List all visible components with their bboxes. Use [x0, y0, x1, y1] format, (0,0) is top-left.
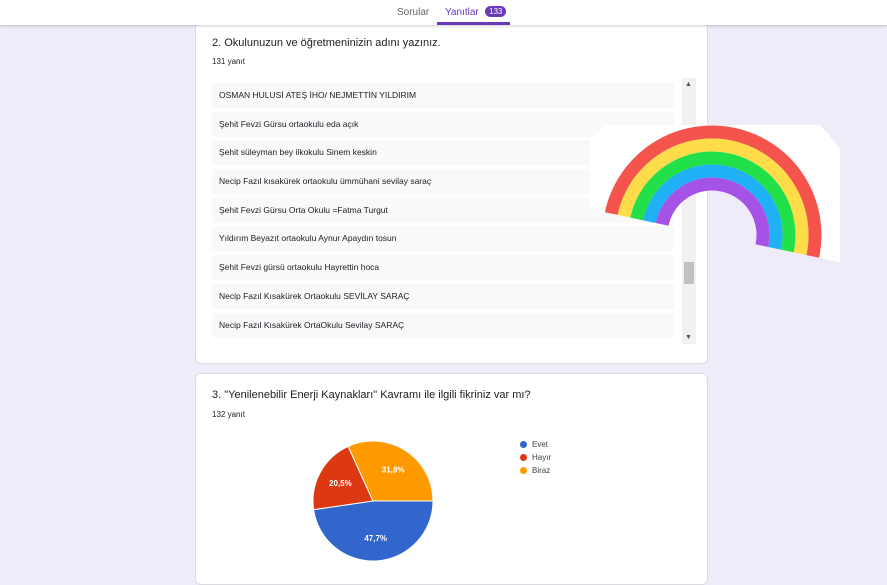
question-title: 2. Okulunuzun ve öğretmeninizin adını ya…	[212, 37, 441, 49]
pie-slice-hayır[interactable]	[312, 445, 374, 511]
top-tabs: Sorular Yanıtlar 133	[0, 0, 887, 25]
legend-item: Evet	[520, 438, 551, 451]
chart-legend: Evet Hayır Biraz	[520, 438, 551, 477]
legend-item: Biraz	[520, 464, 551, 477]
active-tab-indicator	[437, 22, 510, 25]
pie-slice-evet[interactable]	[313, 500, 434, 562]
pie-label: 20,5%	[329, 479, 352, 488]
response-count: 131 yanıt	[212, 57, 245, 66]
answer-item: Necip Fazıl Kısakürek OrtaOkulu Sevilay …	[212, 312, 674, 338]
tab-responses[interactable]: Yanıtlar	[445, 7, 479, 18]
answer-item: Necip Fazıl Kısakürek Ortaokulu SEVİLAY …	[212, 283, 674, 309]
response-count-badge: 133	[485, 6, 507, 17]
legend-label: Hayır	[532, 453, 552, 462]
legend-dot-icon	[520, 454, 527, 461]
question-title: 3. "Yenilenebilir Enerji Kaynakları" Kav…	[212, 389, 531, 401]
pie-label: 31,8%	[382, 466, 405, 475]
answer-item: OSMAN HULUSİ ATEŞ İHO/ NEJMETTİN YILDIRI…	[212, 83, 674, 108]
legend-label: Evet	[532, 440, 549, 449]
question-card-3: 3. "Yenilenebilir Enerji Kaynakları" Kav…	[195, 373, 708, 585]
answer-item: Yıldırım Beyazıt ortaokulu Aynur Apaydın…	[212, 226, 674, 252]
legend-dot-icon	[520, 441, 527, 448]
legend-item: Hayır	[520, 451, 551, 464]
scrollbar-thumb[interactable]	[684, 262, 694, 284]
legend-dot-icon	[520, 467, 527, 474]
answer-item: Şehit Fevzi Gürsu ortaokulu eda açık	[212, 111, 674, 137]
legend-label: Biraz	[532, 466, 551, 475]
answer-list: OSMAN HULUSİ ATEŞ İHO/ NEJMETTİN YILDIRI…	[212, 83, 674, 341]
answer-item: Şehit Fevzi gürsü ortaokulu Hayrettin ho…	[212, 255, 674, 281]
pie-slice-biraz[interactable]	[347, 440, 434, 502]
response-count: 132 yanıt	[212, 410, 245, 419]
pie-chart: 47,7% 20,5% 31,8%	[312, 440, 434, 562]
scroll-down-icon[interactable]: ▼	[685, 334, 692, 341]
tab-questions[interactable]: Sorular	[397, 7, 430, 18]
scroll-up-icon[interactable]: ▲	[685, 81, 692, 88]
pie-label: 47,7%	[364, 534, 387, 543]
rainbow-sticker-icon	[590, 125, 840, 267]
